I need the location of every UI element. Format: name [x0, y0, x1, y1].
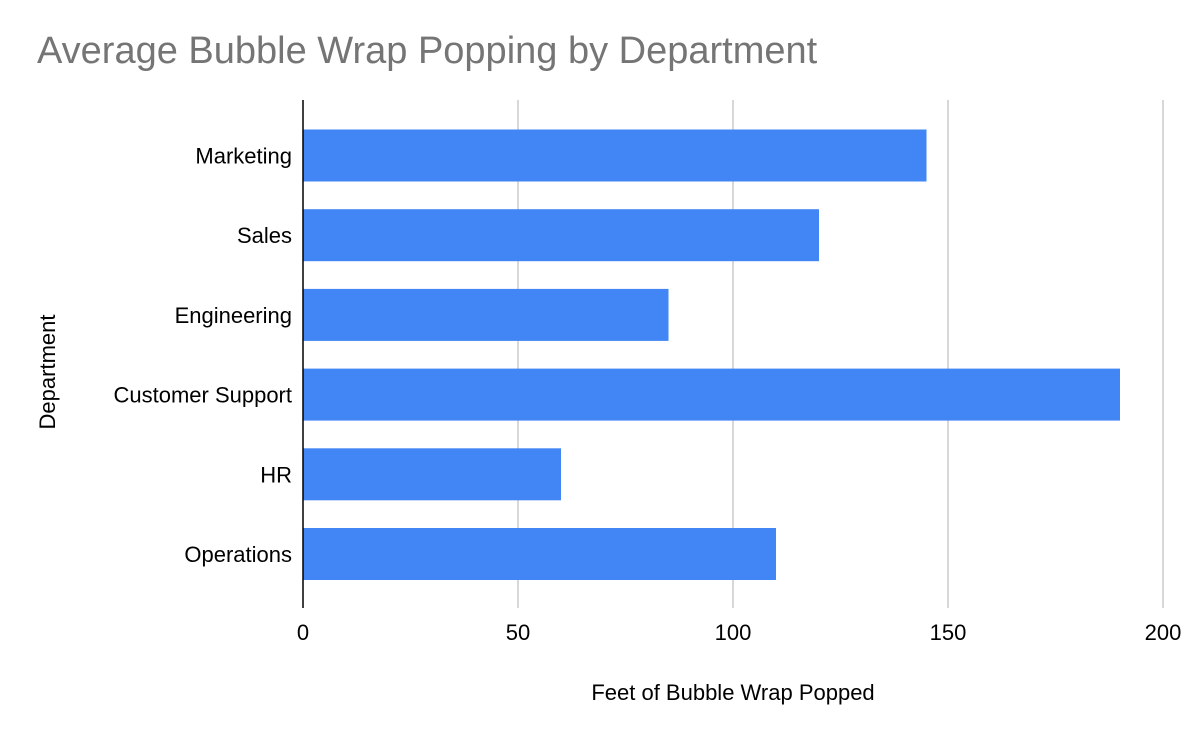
bar-operations — [303, 528, 776, 580]
chart-title: Average Bubble Wrap Popping by Departmen… — [37, 30, 818, 72]
bar-engineering — [303, 288, 669, 341]
bar-sales — [303, 209, 819, 262]
y-axis-title: Department — [35, 315, 60, 430]
x-axis-title: Feet of Bubble Wrap Popped — [591, 680, 874, 705]
x-tick-label: 50 — [506, 620, 530, 645]
category-label: Customer Support — [113, 383, 292, 408]
x-tick-label: 200 — [1145, 620, 1182, 645]
category-label: Engineering — [175, 303, 292, 328]
category-label: HR — [260, 462, 292, 487]
category-label: Operations — [184, 542, 292, 567]
category-label: Sales — [237, 223, 292, 248]
category-label: Marketing — [195, 144, 292, 169]
x-tick-label: 150 — [930, 620, 967, 645]
x-tick-label: 0 — [297, 620, 309, 645]
x-tick-label: 100 — [715, 620, 752, 645]
bar-marketing — [303, 129, 927, 182]
bar-hr — [303, 448, 561, 501]
bar-customer-support — [303, 368, 1120, 421]
